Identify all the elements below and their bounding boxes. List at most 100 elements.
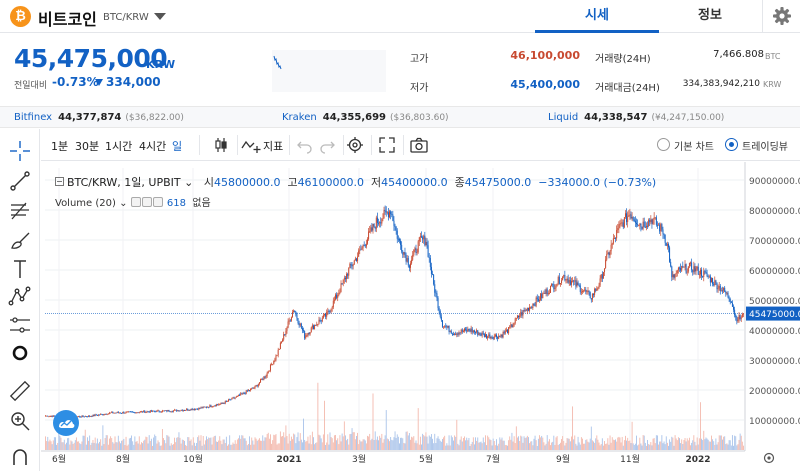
price-chart[interactable]: 90000000.0 80000000.0 70000000.0 60000000.0… [41, 162, 800, 471]
volume-bar [176, 437, 178, 450]
timeframe-1m[interactable]: 1분 [51, 140, 69, 153]
volume-label[interactable]: Volume (20) [55, 198, 116, 209]
volume-bar [556, 436, 558, 450]
shape-tool[interactable] [8, 341, 32, 365]
volume-bar [525, 437, 527, 450]
candle-body [105, 413, 107, 415]
timeframe-30m[interactable]: 30분 [75, 140, 100, 153]
toolbar-divider [371, 135, 372, 155]
candle-body [348, 268, 350, 276]
volume-bar [146, 437, 148, 450]
volume-bar [664, 444, 666, 450]
redo-button[interactable] [317, 135, 337, 155]
text-tool[interactable] [8, 257, 32, 281]
crosshair-tool[interactable] [8, 139, 32, 163]
candle-body [479, 333, 481, 335]
magnet-tool[interactable] [8, 445, 32, 469]
candle-body [164, 410, 166, 412]
volume-bar [270, 434, 271, 450]
candle-body [237, 394, 239, 396]
volume-bar [490, 440, 492, 450]
candle-body [314, 324, 316, 330]
exchange-name[interactable]: Liquid [548, 112, 579, 123]
exchange-name[interactable]: Kraken [282, 112, 317, 123]
candle-body [720, 290, 722, 292]
basic-chart-radio[interactable] [657, 138, 670, 151]
zoom-in-tool[interactable] [8, 409, 32, 433]
exchange-name[interactable]: Bitfinex [14, 112, 53, 123]
candle-type-button[interactable] [211, 135, 231, 155]
ruler-tool[interactable] [8, 379, 32, 403]
tradingview-label[interactable]: 트레이딩뷰 [742, 142, 788, 153]
basic-chart-label[interactable]: 기본 차트 [674, 142, 714, 153]
chart-corner-gear-icon[interactable] [763, 452, 775, 464]
volume-bar [156, 443, 158, 450]
volume-bar [373, 439, 375, 450]
undo-button[interactable] [295, 135, 315, 155]
timeframe-1h[interactable]: 1시간 [105, 140, 133, 153]
chart-settings-button[interactable] [345, 135, 365, 155]
settings-button[interactable] [762, 0, 800, 33]
tab-info[interactable]: 정보 [698, 8, 722, 23]
volume-bar [200, 435, 202, 450]
candle-body [118, 412, 120, 414]
volume-bar [387, 439, 389, 450]
legend-symbol[interactable]: BTC/KRW, 1일, UPBIT [67, 176, 181, 189]
trend-line-tool[interactable] [8, 169, 32, 193]
fullscreen-button[interactable] [377, 135, 397, 155]
volume-bar [236, 439, 238, 450]
volume-bar [482, 437, 484, 450]
close-icon[interactable] [152, 197, 163, 207]
volume-bar [688, 437, 690, 450]
pattern-tool[interactable] [8, 285, 32, 309]
volume-bar [174, 437, 175, 450]
legend-open: 45800000.0 [213, 176, 281, 189]
volume-bar [94, 437, 96, 450]
measure-tool[interactable] [8, 313, 32, 337]
tradingview-radio[interactable] [725, 138, 738, 151]
volume-bar [408, 433, 410, 450]
candlestick-chart[interactable]: 90000000.0 80000000.0 70000000.0 60000000.0… [41, 162, 800, 471]
coin-dropdown-icon[interactable] [154, 13, 166, 20]
candle-body [563, 275, 565, 277]
volume-bar [246, 445, 248, 450]
candle-body [586, 291, 588, 293]
tab-price[interactable]: 시세 [535, 0, 659, 33]
volume-bar [629, 440, 631, 450]
indicator-label[interactable]: 지표 [263, 140, 284, 153]
candle-body [649, 219, 651, 223]
volume-dropdown-icon[interactable]: ⌄ [115, 198, 131, 209]
snapshot-button[interactable] [409, 135, 429, 155]
candle-body [143, 410, 145, 413]
candle-body [269, 364, 271, 371]
volume-bar [717, 442, 719, 450]
eye-icon[interactable] [130, 197, 141, 207]
volume-bar [658, 444, 660, 450]
volume-bar [544, 445, 546, 450]
candle-body [374, 226, 376, 229]
brush-tool[interactable] [8, 229, 32, 253]
collapse-legend-icon[interactable] [55, 177, 64, 186]
coin-pair[interactable]: BTC/KRW [103, 12, 149, 23]
candle-body [636, 222, 638, 225]
candle-body [675, 273, 677, 274]
legend-dropdown-icon[interactable]: ⌄ [180, 176, 194, 189]
indicator-button[interactable] [241, 135, 261, 155]
volume-bar [413, 436, 415, 450]
candle-body [193, 409, 195, 410]
volume-bar [258, 438, 260, 450]
candle-body [575, 280, 577, 287]
candle-body [591, 293, 593, 300]
candle-body [601, 274, 603, 279]
candle-body [632, 217, 634, 220]
tradingview-logo-icon[interactable] [53, 410, 79, 436]
timeframe-1d[interactable]: 일 [172, 140, 183, 153]
timeframe-4h[interactable]: 4시간 [139, 140, 167, 153]
measure-icon [10, 317, 30, 333]
candle-body [525, 309, 527, 311]
volume-bar [95, 443, 97, 450]
fib-tool[interactable] [8, 199, 32, 223]
gear-icon[interactable] [141, 197, 152, 207]
coin-name[interactable]: 비트코인 [38, 10, 97, 29]
volume-bar [707, 439, 709, 450]
